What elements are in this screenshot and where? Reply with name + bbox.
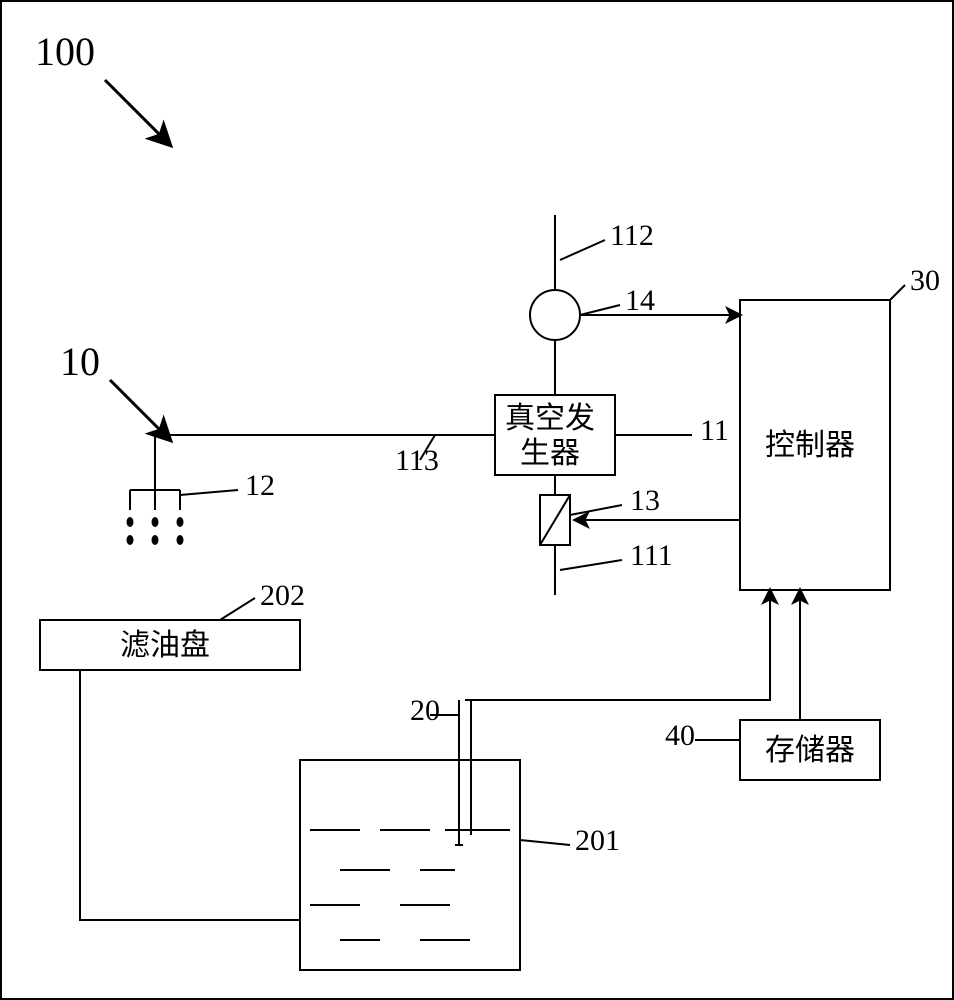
drops [127,517,184,545]
controller-label: 控制器 [765,429,855,462]
ref-10: 10 [60,339,100,384]
arrow-20-to-ctrl [465,590,770,700]
ref-112: 112 [610,219,654,252]
vacuum-generator-label-2: 生器 [520,437,580,470]
ref-30: 30 [910,264,940,297]
ref-10-arrow [110,380,170,440]
ref-11: 11 [700,414,729,447]
vacuum-generator-label-1: 真空发 [505,402,595,435]
ref-40: 40 [665,719,695,752]
ref-100: 100 [35,29,95,74]
tank-box [300,760,520,970]
tank-water [310,830,510,940]
ref-100-arrow [105,80,170,145]
pipe-filter-to-tank [80,670,300,920]
ref-111: 111 [630,539,673,572]
ref-13: 13 [630,484,660,517]
ref-202: 202 [260,579,305,612]
node-14-circle [530,290,580,340]
ref-14: 14 [625,284,655,317]
valve-13-slash [540,495,570,545]
ref-20: 20 [410,694,440,727]
filter-pan-label: 滤油盘 [120,629,210,662]
ref-201: 201 [575,824,620,857]
line-113 [155,435,495,490]
storage-label: 存储器 [765,734,855,767]
ref-12: 12 [245,469,275,502]
ref-113: 113 [395,444,439,477]
outer-frame [1,1,953,999]
